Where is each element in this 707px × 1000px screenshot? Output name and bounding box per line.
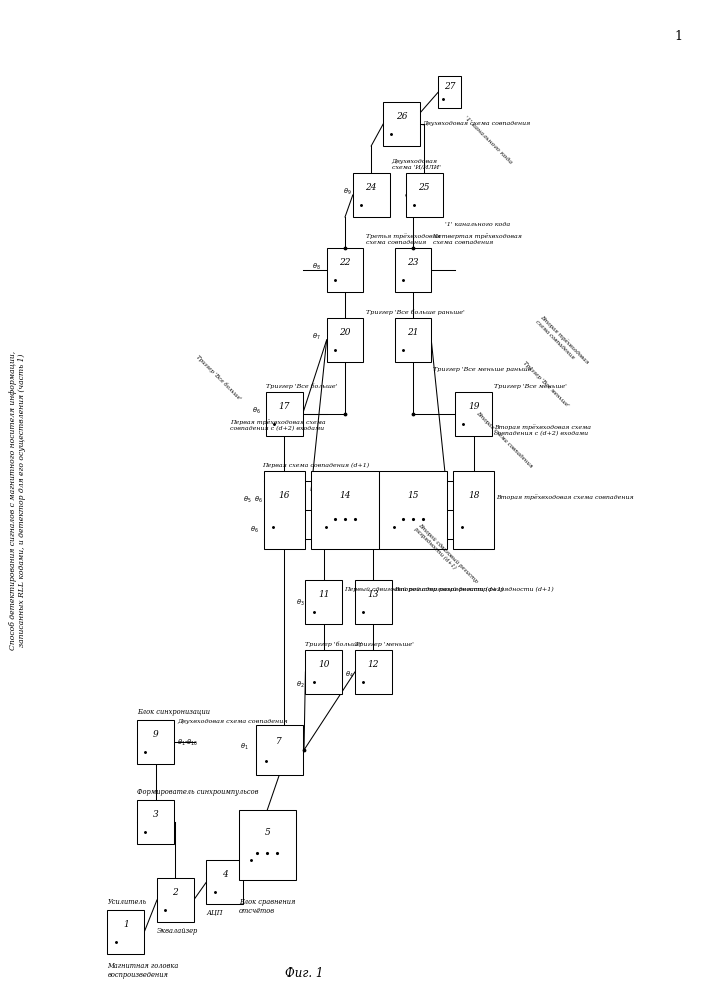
Text: Триггер 'меньше': Триггер 'меньше' — [355, 642, 414, 647]
Text: 27: 27 — [444, 82, 455, 91]
Text: Вторая трёхвходовая
схема совпадения: Вторая трёхвходовая схема совпадения — [534, 314, 590, 369]
Text: $\theta_6$: $\theta_6$ — [252, 406, 260, 416]
Text: 11: 11 — [318, 590, 329, 599]
Text: Двухвходовая схема совпадения: Двухвходовая схема совпадения — [422, 121, 530, 126]
Text: Первая схема совпадения (d+1): Первая схема совпадения (d+1) — [262, 463, 370, 468]
Text: Эквалайзер: Эквалайзер — [157, 927, 198, 935]
Text: Триггер 'Все меньше': Триггер 'Все меньше' — [522, 360, 571, 408]
Bar — [327, 248, 363, 292]
Text: Вторая трёхвходовая схема
совпадения с (d+2) входами: Вторая трёхвходовая схема совпадения с (… — [494, 424, 591, 436]
Bar — [383, 102, 420, 146]
Text: $\theta_2$: $\theta_2$ — [296, 680, 304, 690]
Text: Магнитная головка
воспроизведения: Магнитная головка воспроизведения — [107, 962, 179, 979]
Text: 1: 1 — [674, 30, 682, 43]
Bar — [453, 471, 494, 549]
Bar — [264, 471, 305, 549]
Text: Первая трёхвходовая схема
совпадения с (d+2) входами: Первая трёхвходовая схема совпадения с (… — [230, 419, 326, 431]
Bar — [327, 318, 363, 362]
Text: Триггер 'Все больше раньше': Триггер 'Все больше раньше' — [366, 310, 464, 315]
Text: 18: 18 — [468, 491, 479, 500]
Text: Блок сравнения
отсчётов: Блок сравнения отсчётов — [239, 898, 296, 915]
Text: 14: 14 — [339, 491, 351, 500]
Text: 24: 24 — [366, 183, 377, 192]
Text: 22: 22 — [339, 258, 351, 267]
Bar — [157, 878, 194, 922]
Text: $\theta_1$: $\theta_1$ — [240, 742, 249, 752]
Text: 2: 2 — [173, 888, 178, 897]
Bar — [355, 580, 392, 624]
Bar — [256, 725, 303, 775]
Bar — [406, 173, 443, 217]
Text: 19: 19 — [468, 402, 479, 411]
Bar — [455, 392, 492, 436]
Text: Триггер 'Все больше': Триггер 'Все больше' — [266, 383, 337, 389]
Text: '1' канального кода: '1' канального кода — [445, 222, 510, 227]
Text: Усилитель: Усилитель — [107, 898, 147, 906]
Text: 3: 3 — [153, 810, 158, 819]
Text: '1' канального кода: '1' канального кода — [464, 115, 513, 165]
Text: Вторая трёхвходовая схема совпадения: Вторая трёхвходовая схема совпадения — [496, 494, 634, 500]
Text: $\theta_9$: $\theta_9$ — [343, 187, 351, 197]
Bar — [266, 392, 303, 436]
Text: 25: 25 — [419, 183, 430, 192]
Text: $\theta_3$: $\theta_3$ — [296, 598, 304, 608]
Text: Второй сдвиговый регистр
разрядности (d+1): Второй сдвиговый регистр разрядности (d+… — [413, 522, 479, 588]
Bar — [395, 318, 431, 362]
Text: 10: 10 — [318, 660, 329, 669]
Text: Вторая схема совпадения: Вторая схема совпадения — [475, 410, 534, 468]
Text: 26: 26 — [396, 112, 407, 121]
Text: $\theta_4$: $\theta_4$ — [345, 670, 354, 680]
Bar — [137, 720, 174, 764]
Text: 5: 5 — [264, 828, 270, 837]
Bar — [206, 860, 243, 904]
Text: Блок синхронизации: Блок синхронизации — [137, 708, 210, 716]
Text: Двухвходовая
схема 'И/ИЛИ': Двухвходовая схема 'И/ИЛИ' — [392, 159, 440, 170]
Bar — [353, 173, 390, 217]
Text: Второй сдвиговый регистр разрядности (d+1): Второй сдвиговый регистр разрядности (d+… — [394, 587, 554, 592]
Text: 7: 7 — [276, 736, 282, 746]
Text: Третья трёхвходовая
схема совпадения: Третья трёхвходовая схема совпадения — [366, 233, 440, 245]
Text: 23: 23 — [407, 258, 419, 267]
Bar — [107, 910, 144, 954]
Text: $\theta_1$-$\theta_{10}$: $\theta_1$-$\theta_{10}$ — [177, 738, 199, 748]
Text: 20: 20 — [339, 328, 351, 337]
Text: 16: 16 — [279, 491, 290, 500]
Text: 1: 1 — [123, 920, 129, 929]
Bar — [438, 76, 461, 108]
Text: $\theta_7$: $\theta_7$ — [312, 332, 321, 342]
Bar — [355, 650, 392, 694]
Text: Триггер 'Все больше': Триггер 'Все больше' — [195, 354, 243, 401]
Bar — [379, 471, 447, 549]
Text: Двухвходовая схема совпадения: Двухвходовая схема совпадения — [177, 719, 287, 724]
Text: Триггер 'Все меньше': Триггер 'Все меньше' — [494, 384, 567, 389]
Text: $\theta_8$: $\theta_8$ — [312, 262, 321, 272]
Text: АЦП: АЦП — [206, 909, 223, 917]
Bar — [137, 800, 174, 844]
Text: Четвертая трёхвходовая
схема совпадения: Четвертая трёхвходовая схема совпадения — [433, 233, 522, 245]
Text: Первый сдвиговый регистр разрядности (d+1): Первый сдвиговый регистр разрядности (d+… — [344, 587, 504, 592]
Text: 17: 17 — [279, 402, 290, 411]
Text: 15: 15 — [407, 491, 419, 500]
Text: Триггер 'Все меньше раньше': Триггер 'Все меньше раньше' — [433, 367, 534, 372]
Text: $\theta_6$: $\theta_6$ — [250, 525, 258, 535]
Text: Формирователь синхроимпульсов: Формирователь синхроимпульсов — [137, 788, 259, 796]
Text: Триггер 'больше': Триггер 'больше' — [305, 642, 363, 647]
Bar — [311, 471, 379, 549]
Bar — [239, 810, 296, 880]
Bar — [305, 580, 342, 624]
Text: 21: 21 — [407, 328, 419, 337]
Text: $\theta_5$  $\theta_6$: $\theta_5$ $\theta_6$ — [243, 495, 263, 505]
Bar — [305, 650, 342, 694]
Text: 13: 13 — [368, 590, 379, 599]
Text: 9: 9 — [153, 730, 158, 739]
Text: 4: 4 — [222, 870, 228, 879]
Text: 12: 12 — [368, 660, 379, 669]
Bar — [395, 248, 431, 292]
Text: Способ детектирования сигналов с магнитного носителя информации,
записанных RLL : Способ детектирования сигналов с магнитн… — [9, 350, 26, 650]
Text: Фиг. 1: Фиг. 1 — [285, 967, 323, 980]
